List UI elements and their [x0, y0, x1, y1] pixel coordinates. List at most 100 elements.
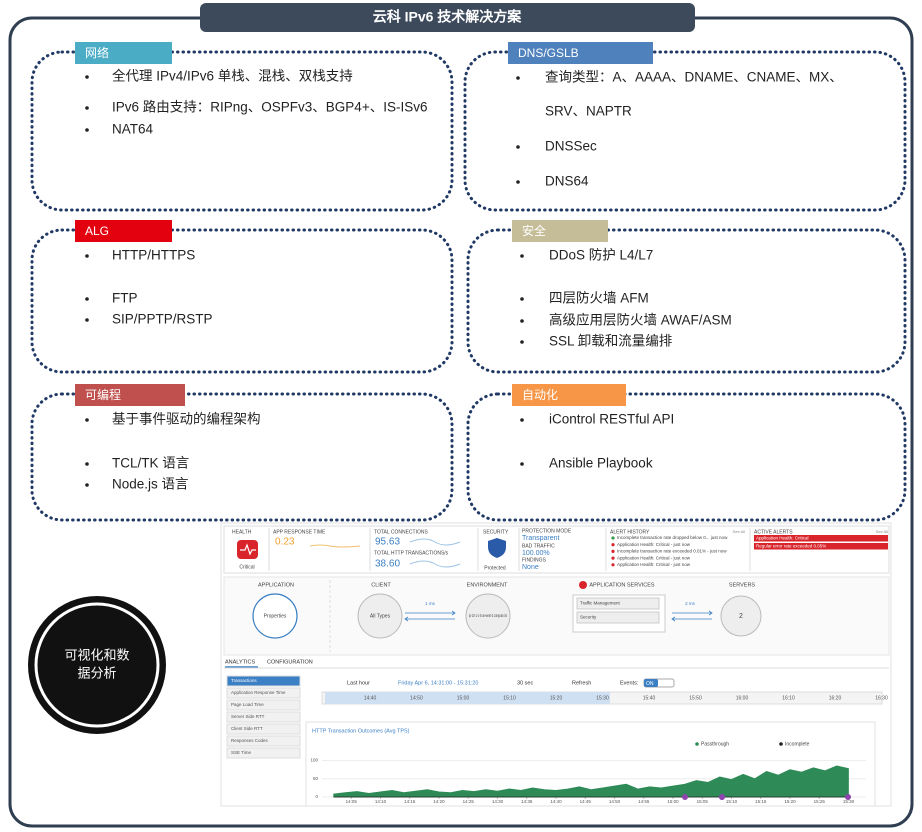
service-row [576, 597, 660, 610]
label: Page Load Time [231, 702, 264, 707]
label: Incomplete transaction rate exceeded 0.0… [617, 549, 727, 554]
node [357, 593, 403, 639]
panel [30, 228, 454, 374]
topology-header: CLIENT [371, 582, 391, 588]
label: Properties [264, 613, 287, 619]
label: ON [646, 681, 654, 687]
alert-box [754, 543, 888, 550]
node [252, 593, 298, 639]
y-tick-label: 0 [315, 794, 318, 799]
circle-ring [34, 602, 160, 728]
label: Last hour [347, 680, 370, 686]
circle-badge [28, 596, 166, 734]
label: SECURITY [483, 529, 509, 535]
panel-label: 可编程 [85, 387, 121, 402]
panel-label: DNS/GSLB [518, 46, 579, 60]
label: See All [733, 529, 746, 534]
side-item [226, 735, 301, 747]
label: Transparent [522, 535, 560, 542]
circle-text: 可视化和数 [64, 647, 129, 662]
x-tick-label: 15:30 [843, 799, 855, 804]
label: 30 sec [517, 680, 533, 686]
panel-label: 网络 [85, 45, 109, 60]
panel-label: 自动化 [522, 388, 558, 402]
panel-item: SRV、NAPTR [545, 104, 632, 119]
timeline-label: 16:10 [782, 695, 795, 701]
x-tick-label: 14:30 [492, 799, 504, 804]
label: TOTAL CONNECTIONS [374, 529, 428, 535]
label: HEALTH [232, 529, 252, 535]
timeline-label: 16:30 [875, 695, 888, 701]
panel-tag [508, 42, 653, 64]
label: TOTAL HTTP TRANSACTIONS/s [374, 550, 449, 556]
x-tick-label: 15:15 [755, 799, 767, 804]
timeline-label: 14:50 [410, 695, 423, 701]
label: BAD TRAFFIC [522, 543, 555, 549]
panel-item: SIP/PPTP/RSTP [112, 312, 213, 327]
panel-item: HTTP/HTTPS [112, 248, 195, 263]
bullet [516, 145, 520, 149]
legend-dot [779, 742, 783, 746]
panel-item: 基于事件驱动的编程架构 [112, 411, 261, 427]
panel-item: Node.js 语言 [112, 477, 189, 492]
x-tick-label: 14:10 [375, 799, 387, 804]
label: Application Response Time [231, 690, 286, 695]
y-tick-label: 100 [310, 758, 318, 763]
label: Traffic Management [580, 601, 621, 606]
timeline-label: 15:10 [503, 695, 516, 701]
bullet [85, 254, 89, 258]
spark [309, 544, 361, 548]
label: ip-10-1-1-9.us-west-2.compute.int [469, 613, 508, 618]
panel-tag [75, 220, 172, 242]
label: Server Side RTT [231, 714, 265, 719]
x-tick-label: 14:25 [463, 799, 475, 804]
timeline-label: 15:20 [550, 695, 563, 701]
legend-label: Passthrough [701, 741, 729, 747]
label: FINDINGS [522, 557, 547, 563]
bullet [85, 297, 89, 301]
panel [30, 50, 454, 212]
bullet [85, 75, 89, 79]
x-tick-label: 14:20 [433, 799, 445, 804]
flow-arrow [671, 610, 713, 622]
label: 1 ms [425, 601, 436, 606]
bullet [520, 319, 524, 323]
panel-item: 高级应用层防火墙 AWAF/ASM [549, 312, 732, 328]
circle-text: 据分析 [77, 665, 116, 680]
legend-label: Incomplete [785, 741, 810, 747]
chart-title: HTTP Transaction Outcomes (Avg TPS) [312, 728, 410, 734]
x-tick-label: 14:55 [638, 799, 650, 804]
bullet [85, 128, 89, 132]
node [720, 595, 762, 637]
health-icon [237, 540, 258, 559]
bullet [520, 254, 524, 258]
bullet [85, 318, 89, 322]
x-tick-label: 14:50 [609, 799, 621, 804]
label: None [522, 564, 539, 571]
side-item [226, 699, 301, 711]
label: Application Health: Critical - just now [617, 555, 691, 560]
panel [466, 392, 907, 522]
bullet [520, 340, 524, 344]
label: ALERT HISTORY [610, 529, 650, 535]
alert-dot [611, 556, 615, 560]
x-tick-label: 15:20 [784, 799, 796, 804]
panel-item: FTP [112, 291, 138, 306]
label: 100.00% [522, 550, 550, 557]
x-tick-label: 15:10 [726, 799, 738, 804]
spark [409, 538, 461, 568]
label: 0.23 [275, 537, 295, 548]
panel-item: TCL/TK 语言 [112, 456, 189, 471]
bullet [520, 418, 524, 422]
bullet [520, 297, 524, 301]
panel-item: 全代理 IPv4/IPv6 单栈、混栈、双栈支持 [112, 68, 353, 84]
title: 云科 IPv6 技术解决方案 [373, 9, 523, 25]
x-tick-label: 15:25 [814, 799, 826, 804]
x-tick-label: 14:05 [346, 799, 358, 804]
panel-item: 四层防火墙 AFM [549, 291, 649, 306]
panel-tag [512, 384, 626, 406]
bullet [85, 106, 89, 110]
alert-box [754, 535, 888, 542]
timeline-label: 15:40 [643, 695, 656, 701]
